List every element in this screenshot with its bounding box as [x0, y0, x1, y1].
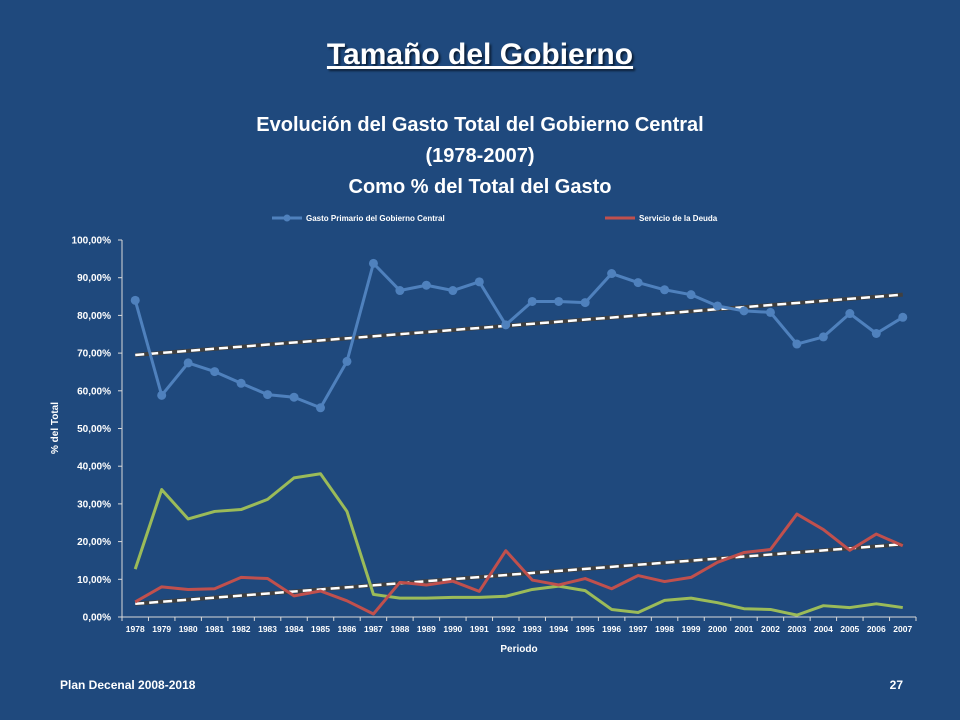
data-point — [236, 378, 246, 388]
series-line — [134, 512, 904, 616]
trendlines — [135, 292, 903, 606]
data-point — [421, 280, 431, 290]
trendline — [135, 293, 903, 357]
x-tick-label: 2001 — [735, 624, 754, 634]
x-tick-label: 1988 — [390, 624, 409, 634]
series-line — [133, 261, 904, 410]
data-point — [448, 286, 458, 296]
y-tick-label: 10,00% — [77, 575, 111, 586]
y-axis-label: % del Total — [50, 402, 61, 454]
data-point — [210, 367, 220, 377]
series-line — [133, 472, 903, 617]
data-point — [739, 306, 749, 316]
x-tick-label: 2003 — [787, 624, 806, 634]
x-tick-label: 1994 — [549, 624, 568, 634]
y-tick-label: 50,00% — [77, 424, 111, 435]
chart-title-line-1: Evolución del Gasto Total del Gobierno C… — [256, 114, 704, 136]
y-tick-label: 0,00% — [83, 613, 111, 624]
x-tick-label: 1981 — [205, 624, 224, 634]
data-point — [501, 320, 511, 330]
data-point — [474, 277, 484, 287]
data-point — [527, 296, 537, 306]
legend-label: Servicio de la Deuda — [639, 214, 718, 223]
trendline — [135, 542, 903, 606]
y-tick-label: 70,00% — [77, 349, 111, 360]
chart-title-line-2: (1978-2007) — [425, 145, 535, 167]
x-tick-label: 1993 — [523, 624, 542, 634]
data-point — [289, 392, 299, 402]
x-tick-label: 1982 — [232, 624, 251, 634]
x-tick-label: 1978 — [126, 624, 145, 634]
footer-plan-label: Plan Decenal 2008-2018 — [60, 678, 196, 692]
x-tick-label: 2002 — [761, 624, 780, 634]
x-tick-label: 1992 — [496, 624, 515, 634]
data-point — [792, 339, 802, 349]
data-point — [342, 356, 352, 366]
data-point — [633, 278, 643, 288]
chart-series — [130, 258, 908, 617]
chart-legend: Gasto Primario del Gobierno Central Servi… — [272, 214, 718, 223]
x-tick-label: 1984 — [285, 624, 304, 634]
slide-title: Tamaño del Gobierno — [326, 38, 634, 71]
y-tick-label: 20,00% — [77, 537, 111, 548]
data-point — [316, 403, 325, 413]
y-tick-label: 100,00% — [72, 236, 112, 247]
y-tick-label: 40,00% — [77, 462, 111, 473]
chart-axes: 0,00% 10,00% 20,00% 30,00% 40,00% 50,00% 60,00… — [72, 236, 917, 634]
x-tick-label: 1980 — [179, 624, 198, 634]
series-0 — [130, 258, 908, 413]
legend-marker — [283, 214, 291, 222]
data-point — [686, 290, 696, 300]
data-point — [765, 307, 775, 317]
x-tick-label: 1987 — [364, 624, 383, 634]
data-point — [580, 298, 590, 308]
x-tick-label: 1979 — [152, 624, 171, 634]
series-1 — [134, 512, 904, 616]
x-tick-label: 1991 — [470, 624, 489, 634]
y-tick-label: 30,00% — [77, 499, 111, 510]
data-point — [660, 285, 670, 295]
x-tick-label: 2007 — [893, 624, 912, 634]
x-tick-label: 1995 — [576, 624, 595, 634]
data-point — [818, 332, 828, 342]
x-tick-label: 1986 — [338, 624, 357, 634]
chart-title-line-3: Como % del Total del Gasto — [348, 176, 612, 198]
x-tick-label: 2004 — [814, 624, 833, 634]
data-point — [368, 258, 378, 268]
x-tick-label: 2006 — [867, 624, 886, 634]
x-axis-label: Periodo — [500, 644, 537, 655]
x-tick-label: 1990 — [443, 624, 462, 634]
y-tick-label: 60,00% — [77, 386, 111, 397]
data-point — [845, 309, 855, 319]
data-point — [871, 328, 881, 338]
x-tick-label: 1989 — [417, 624, 436, 634]
x-tick-label: 2000 — [708, 624, 727, 634]
y-tick-label: 80,00% — [77, 311, 111, 322]
data-point — [395, 286, 405, 296]
series-2 — [133, 472, 903, 617]
legend-label: Gasto Primario del Gobierno Central — [306, 214, 445, 223]
x-tick-label: 1996 — [602, 624, 621, 634]
data-point — [554, 296, 564, 306]
x-tick-label: 1999 — [682, 624, 701, 634]
x-tick-label: 1985 — [311, 624, 330, 634]
data-point — [157, 390, 167, 400]
x-tick-label: 1997 — [629, 624, 648, 634]
data-point — [898, 312, 908, 322]
data-point — [183, 358, 193, 368]
data-point — [607, 269, 617, 279]
data-point — [713, 301, 722, 311]
data-point — [263, 390, 273, 400]
page-number: 27 — [889, 678, 903, 692]
chart-title: Evolución del Gasto Total del Gobierno C… — [0, 110, 960, 203]
y-tick-label: 90,00% — [77, 273, 111, 284]
x-tick-label: 1998 — [655, 624, 674, 634]
x-tick-label: 1983 — [258, 624, 277, 634]
x-tick-label: 2005 — [840, 624, 859, 634]
data-point — [130, 295, 140, 305]
